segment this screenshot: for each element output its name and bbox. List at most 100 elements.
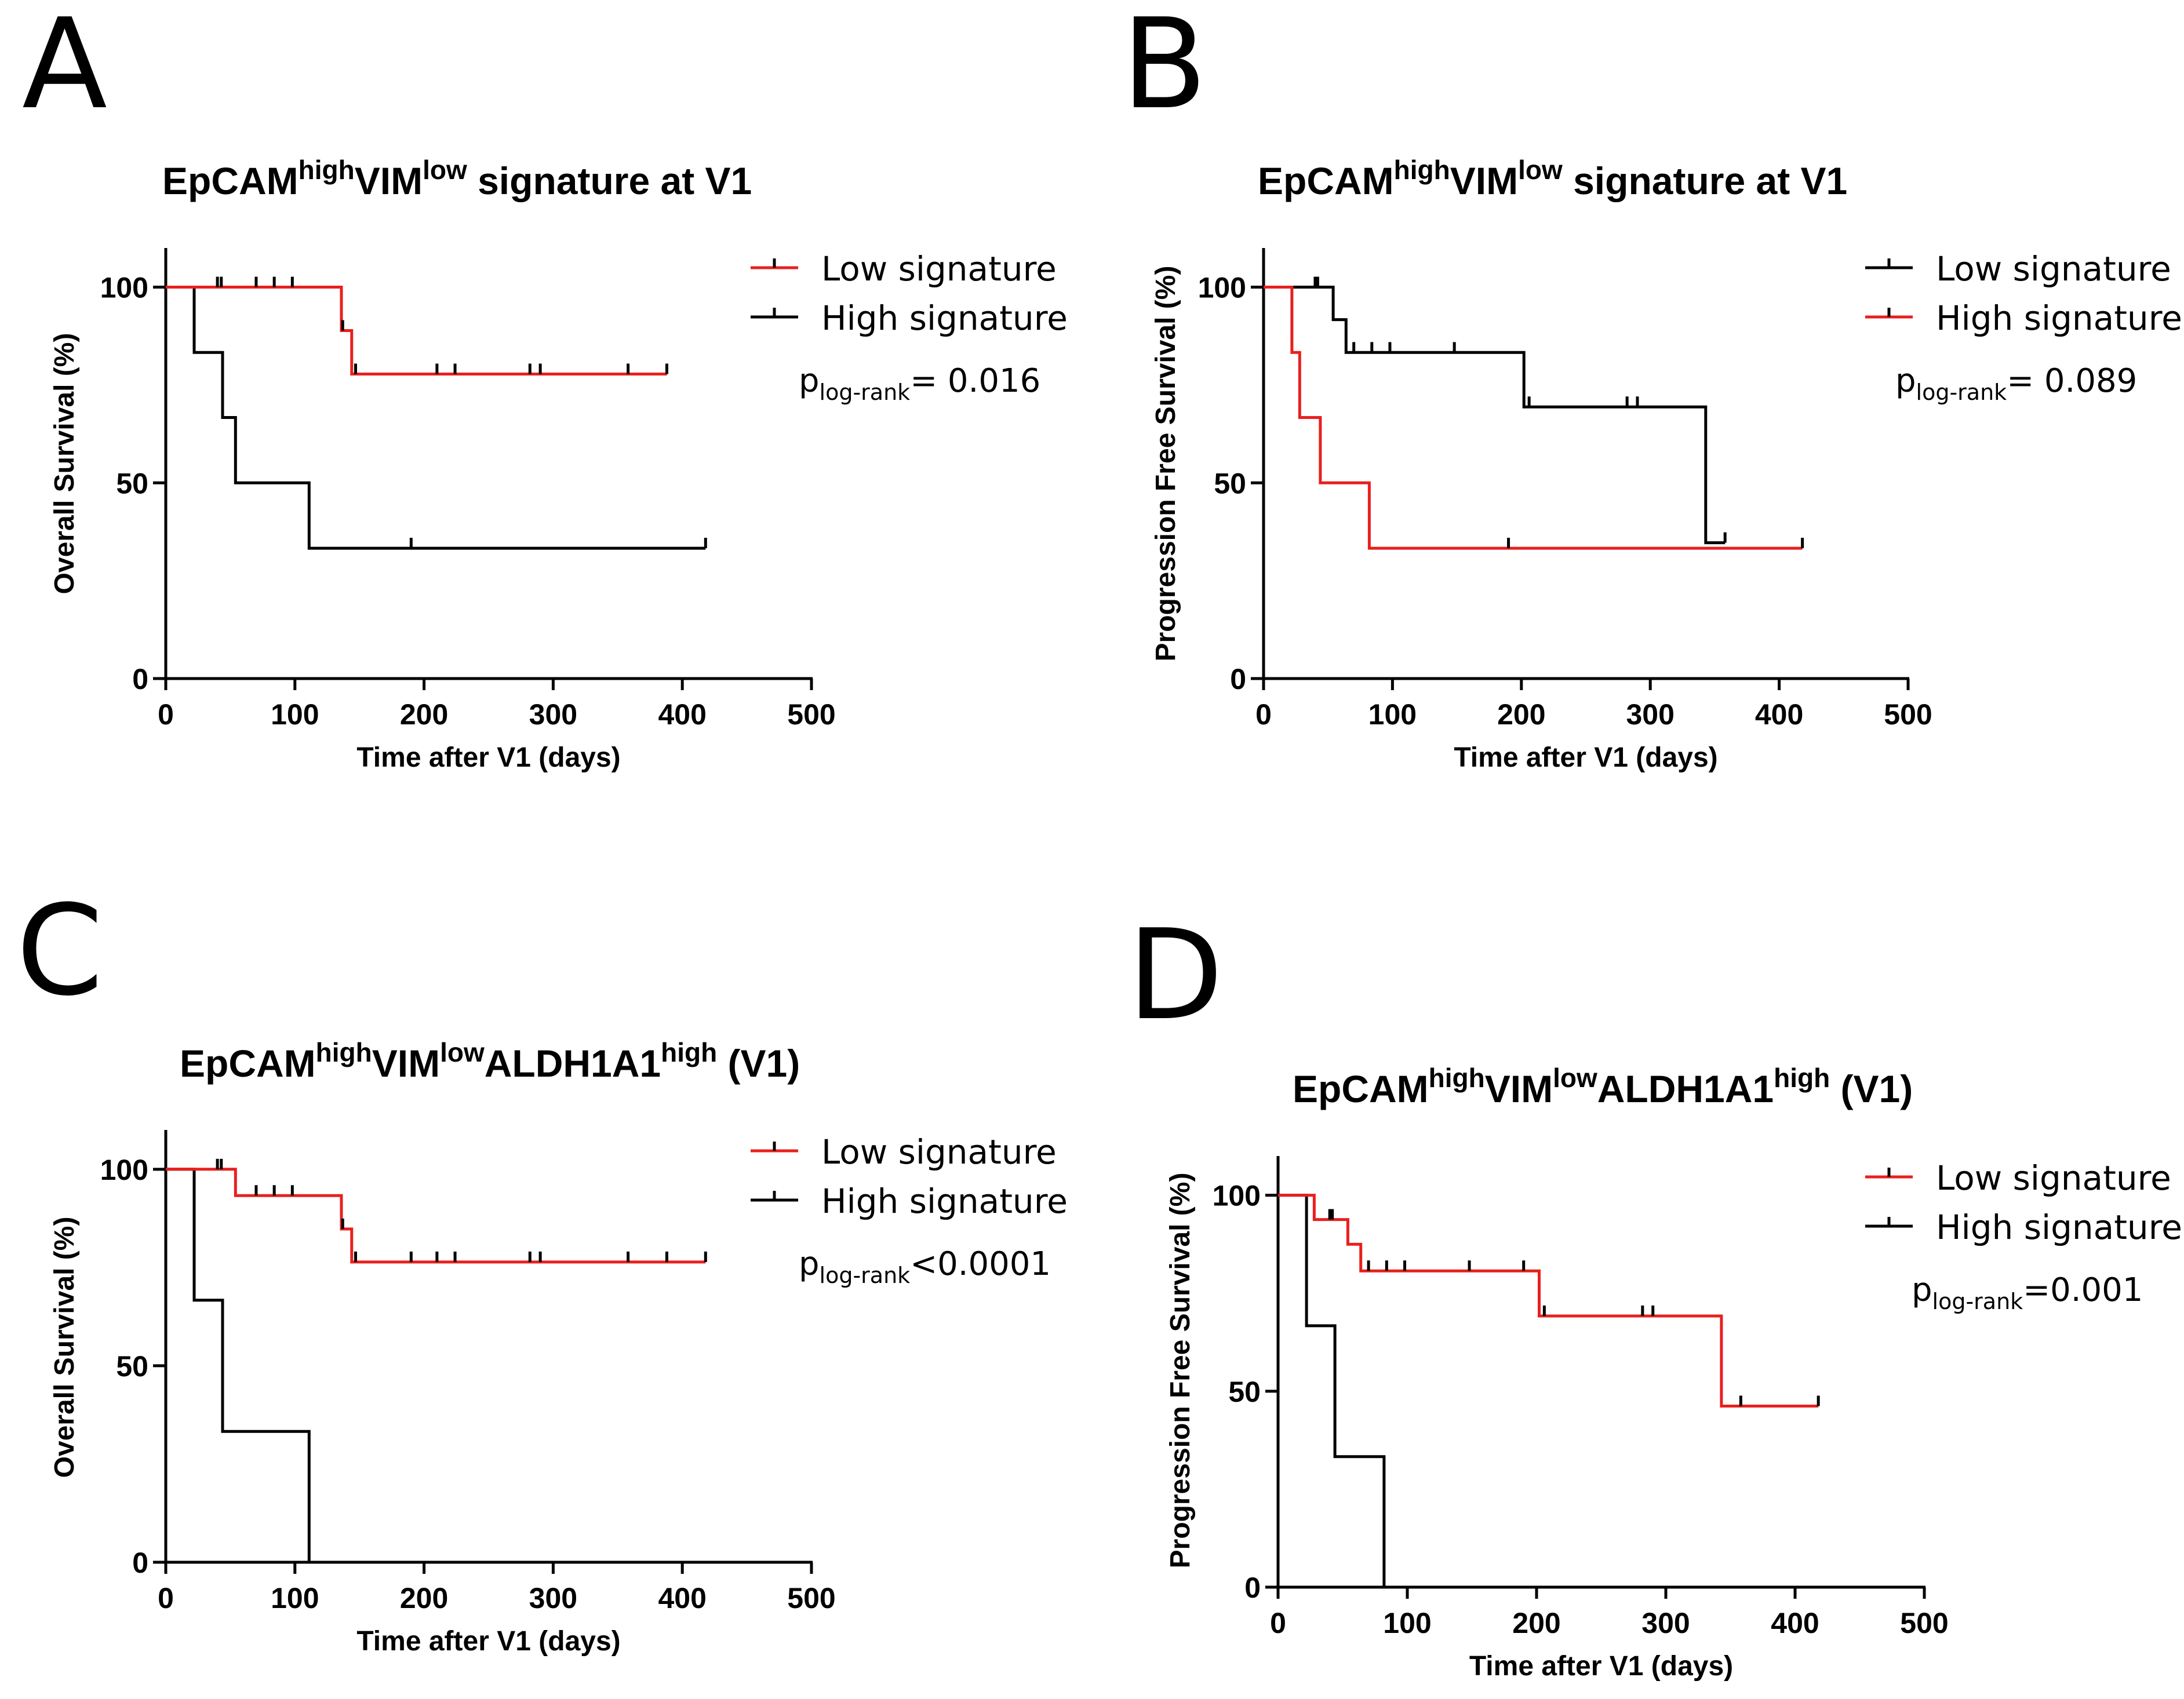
title-superscript: low xyxy=(440,1037,485,1067)
km-panel-a: A EpCAMhighVIMlow signature at V1 0 100 200 3… xyxy=(22,0,1068,773)
title-superscript: low xyxy=(1553,1063,1597,1093)
y-tick-label: 100 xyxy=(1198,272,1246,304)
x-tick-label: 100 xyxy=(271,1582,319,1614)
x-tick-label: 0 xyxy=(1255,698,1272,731)
legend-label: High signature xyxy=(821,1182,1068,1221)
y-tick-label: 0 xyxy=(1230,663,1246,695)
title-superscript: high xyxy=(1774,1063,1830,1093)
chart-title: EpCAMhighVIMlow signature at V1 xyxy=(1258,155,1847,202)
chart-title: EpCAMhighVIMlowALDH1A1high (V1) xyxy=(1293,1063,1913,1110)
km-curve-low-signature xyxy=(166,1168,706,1264)
title-superscript: high xyxy=(1394,155,1450,185)
p-value-subscript: log-rank xyxy=(820,1263,911,1288)
title-text: EpCAM xyxy=(1293,1067,1429,1110)
km-curve-high-signature xyxy=(166,286,706,550)
y-tick-label: 50 xyxy=(116,467,148,500)
p-value-text: = 0.016 xyxy=(910,362,1040,400)
title-superscript: low xyxy=(423,155,467,185)
km-curve-low-signature xyxy=(1278,1194,1819,1408)
title-text: (V1) xyxy=(1830,1067,1913,1110)
title-text: VIM xyxy=(372,1042,440,1085)
title-superscript: high xyxy=(661,1037,717,1067)
p-value-text: <0.0001 xyxy=(910,1245,1051,1283)
x-tick-label: 500 xyxy=(787,698,835,731)
chart-title: EpCAMhighVIMlowALDH1A1high (V1) xyxy=(180,1037,800,1085)
x-tick-label: 100 xyxy=(1368,698,1417,731)
chart-title: EpCAMhighVIMlow signature at V1 xyxy=(162,155,752,202)
x-tick-label: 300 xyxy=(529,1582,577,1614)
legend-label: High signature xyxy=(1936,298,2182,338)
legend-label: Low signature xyxy=(1936,1158,2171,1198)
y-axis-label: Overall Survival (%) xyxy=(49,333,80,595)
p-value-label: plog-rank= 0.016 xyxy=(799,362,1040,405)
x-tick-label: 200 xyxy=(400,1582,448,1614)
x-tick-label: 400 xyxy=(1755,698,1803,731)
title-text: VIM xyxy=(355,159,423,202)
title-superscript: high xyxy=(299,155,355,185)
title-text: signature at V1 xyxy=(1563,159,1848,202)
x-tick-label: 0 xyxy=(1270,1607,1286,1639)
p-value-text: = 0.089 xyxy=(2007,362,2137,400)
title-text: EpCAM xyxy=(180,1042,316,1085)
legend-label: Low signature xyxy=(821,1132,1057,1172)
km-curve-low-signature xyxy=(1264,286,1726,545)
y-tick-label: 50 xyxy=(1228,1376,1261,1408)
title-superscript: low xyxy=(1518,155,1563,185)
x-tick-label: 500 xyxy=(1884,698,1932,731)
panel-letter: A xyxy=(22,0,107,137)
x-tick-label: 500 xyxy=(787,1582,835,1614)
panel-letter: D xyxy=(1127,902,1224,1048)
y-tick-label: 50 xyxy=(116,1350,148,1383)
title-text: ALDH1A1 xyxy=(1597,1067,1774,1110)
title-text: (V1) xyxy=(717,1042,800,1085)
p-value-prefix: p xyxy=(1895,362,1916,400)
y-axis-label: Progression Free Survival (%) xyxy=(1165,1173,1196,1569)
km-curve-high-signature xyxy=(1278,1194,1386,1587)
x-tick-label: 0 xyxy=(158,698,174,731)
x-tick-label: 200 xyxy=(1512,1607,1560,1639)
y-tick-label: 0 xyxy=(132,1547,148,1579)
y-tick-label: 100 xyxy=(100,272,148,304)
x-tick-label: 300 xyxy=(1626,698,1674,731)
x-tick-label: 200 xyxy=(1497,698,1545,731)
title-text: VIM xyxy=(1485,1067,1553,1110)
x-tick-label: 100 xyxy=(1383,1607,1431,1639)
x-tick-label: 500 xyxy=(1900,1607,1948,1639)
p-value-subscript: log-rank xyxy=(1916,380,2007,405)
x-axis-label: Time after V1 (days) xyxy=(1454,742,1717,773)
km-panel-b: B EpCAMhighVIMlow signature at V1 0 100 200 3… xyxy=(1122,0,2182,773)
y-tick-label: 0 xyxy=(132,663,148,695)
p-value-label: plog-rank= 0.089 xyxy=(1895,362,2137,405)
title-superscript: high xyxy=(1429,1063,1485,1093)
y-axis-label: Overall Survival (%) xyxy=(49,1217,80,1478)
x-axis-label: Time after V1 (days) xyxy=(1469,1651,1733,1682)
p-value-prefix: p xyxy=(1912,1271,1932,1309)
p-value-text: =0.001 xyxy=(2023,1271,2143,1309)
x-axis-label: Time after V1 (days) xyxy=(356,1626,620,1657)
title-text: EpCAM xyxy=(1258,159,1394,202)
p-value-prefix: p xyxy=(799,1245,820,1283)
title-text: EpCAM xyxy=(162,159,299,202)
panel-letter: C xyxy=(16,878,103,1023)
x-tick-label: 100 xyxy=(271,698,319,731)
legend-label: High signature xyxy=(821,298,1068,338)
x-tick-label: 0 xyxy=(158,1582,174,1614)
p-value-subscript: log-rank xyxy=(820,380,911,405)
p-value-label: plog-rank=0.001 xyxy=(1912,1271,2143,1314)
x-tick-label: 400 xyxy=(1771,1607,1819,1639)
x-axis-label: Time after V1 (days) xyxy=(356,742,620,773)
p-value-label: plog-rank<0.0001 xyxy=(799,1245,1051,1288)
title-text: ALDH1A1 xyxy=(485,1042,661,1085)
p-value-prefix: p xyxy=(799,362,820,400)
legend-label: Low signature xyxy=(1936,249,2171,289)
x-tick-label: 300 xyxy=(529,698,577,731)
legend-label: High signature xyxy=(1936,1208,2182,1247)
x-tick-label: 200 xyxy=(400,698,448,731)
x-tick-label: 300 xyxy=(1641,1607,1690,1639)
legend-label: Low signature xyxy=(821,249,1057,289)
y-axis-label: Progression Free Survival (%) xyxy=(1151,266,1181,662)
km-curve-low-signature xyxy=(166,286,667,375)
